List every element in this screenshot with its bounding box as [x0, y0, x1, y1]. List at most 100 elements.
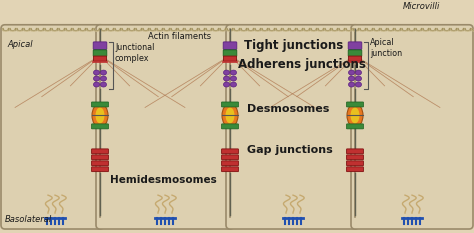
FancyBboxPatch shape [348, 42, 362, 49]
FancyBboxPatch shape [96, 25, 234, 229]
Polygon shape [220, 28, 226, 31]
Polygon shape [255, 28, 261, 31]
Text: Apical: Apical [7, 40, 33, 49]
Polygon shape [178, 28, 183, 31]
Polygon shape [94, 28, 100, 31]
Text: Desmosomes: Desmosomes [247, 104, 329, 114]
FancyBboxPatch shape [346, 167, 364, 172]
FancyBboxPatch shape [91, 124, 109, 129]
FancyBboxPatch shape [93, 50, 107, 56]
FancyBboxPatch shape [222, 167, 238, 172]
FancyBboxPatch shape [93, 56, 107, 61]
Polygon shape [395, 28, 401, 31]
Polygon shape [59, 28, 64, 31]
Polygon shape [437, 28, 443, 31]
Polygon shape [185, 28, 191, 31]
Polygon shape [290, 28, 295, 31]
Ellipse shape [230, 76, 237, 81]
FancyBboxPatch shape [222, 149, 238, 154]
Polygon shape [101, 28, 107, 31]
Text: Microvilli: Microvilli [403, 2, 440, 11]
FancyBboxPatch shape [223, 50, 237, 56]
Polygon shape [430, 28, 436, 31]
Ellipse shape [92, 103, 108, 127]
Polygon shape [269, 28, 274, 31]
Text: Tight junctions: Tight junctions [244, 39, 343, 52]
FancyBboxPatch shape [221, 124, 238, 129]
Polygon shape [171, 28, 176, 31]
Ellipse shape [230, 82, 237, 87]
Polygon shape [402, 28, 408, 31]
Ellipse shape [348, 76, 355, 81]
FancyBboxPatch shape [1, 25, 104, 229]
Ellipse shape [230, 70, 237, 75]
Text: Actin filaments: Actin filaments [148, 32, 211, 41]
Ellipse shape [93, 76, 100, 81]
Polygon shape [129, 28, 135, 31]
Ellipse shape [226, 107, 235, 123]
Text: Adherens junctions: Adherens junctions [238, 58, 366, 71]
FancyBboxPatch shape [223, 56, 237, 61]
Polygon shape [24, 28, 29, 31]
Polygon shape [213, 28, 219, 31]
Polygon shape [325, 28, 330, 31]
Polygon shape [31, 28, 36, 31]
Polygon shape [304, 28, 310, 31]
Polygon shape [374, 28, 380, 31]
Polygon shape [17, 28, 22, 31]
Polygon shape [3, 28, 9, 31]
Polygon shape [199, 28, 204, 31]
Ellipse shape [100, 70, 107, 75]
Polygon shape [241, 28, 246, 31]
Ellipse shape [100, 82, 107, 87]
FancyBboxPatch shape [346, 161, 364, 166]
Polygon shape [143, 28, 148, 31]
Polygon shape [122, 28, 128, 31]
FancyBboxPatch shape [348, 50, 362, 56]
FancyBboxPatch shape [226, 25, 359, 229]
FancyBboxPatch shape [346, 155, 364, 160]
FancyBboxPatch shape [223, 42, 237, 49]
FancyBboxPatch shape [348, 56, 362, 61]
Ellipse shape [356, 82, 362, 87]
Polygon shape [234, 28, 239, 31]
Ellipse shape [93, 82, 100, 87]
Polygon shape [297, 28, 302, 31]
Polygon shape [136, 28, 142, 31]
Polygon shape [73, 28, 79, 31]
Ellipse shape [350, 107, 359, 123]
FancyBboxPatch shape [346, 102, 364, 107]
Polygon shape [339, 28, 345, 31]
Polygon shape [332, 28, 337, 31]
Polygon shape [416, 28, 421, 31]
Polygon shape [451, 28, 456, 31]
Ellipse shape [224, 70, 229, 75]
FancyBboxPatch shape [222, 161, 238, 166]
Polygon shape [367, 28, 373, 31]
Polygon shape [108, 28, 113, 31]
Polygon shape [45, 28, 51, 31]
Ellipse shape [100, 76, 107, 81]
Polygon shape [346, 28, 352, 31]
Polygon shape [206, 28, 211, 31]
Polygon shape [465, 28, 471, 31]
Polygon shape [283, 28, 289, 31]
FancyBboxPatch shape [222, 155, 238, 160]
Ellipse shape [93, 70, 100, 75]
Polygon shape [248, 28, 254, 31]
Polygon shape [423, 28, 428, 31]
FancyBboxPatch shape [91, 102, 109, 107]
Ellipse shape [224, 82, 229, 87]
Polygon shape [150, 28, 155, 31]
Ellipse shape [95, 107, 104, 123]
FancyBboxPatch shape [346, 124, 364, 129]
Polygon shape [353, 28, 358, 31]
Polygon shape [192, 28, 198, 31]
Polygon shape [164, 28, 170, 31]
FancyBboxPatch shape [221, 102, 238, 107]
Ellipse shape [356, 76, 362, 81]
Text: Hemidesmosomes: Hemidesmosomes [110, 175, 217, 185]
Polygon shape [157, 28, 163, 31]
Ellipse shape [224, 76, 229, 81]
Polygon shape [87, 28, 92, 31]
